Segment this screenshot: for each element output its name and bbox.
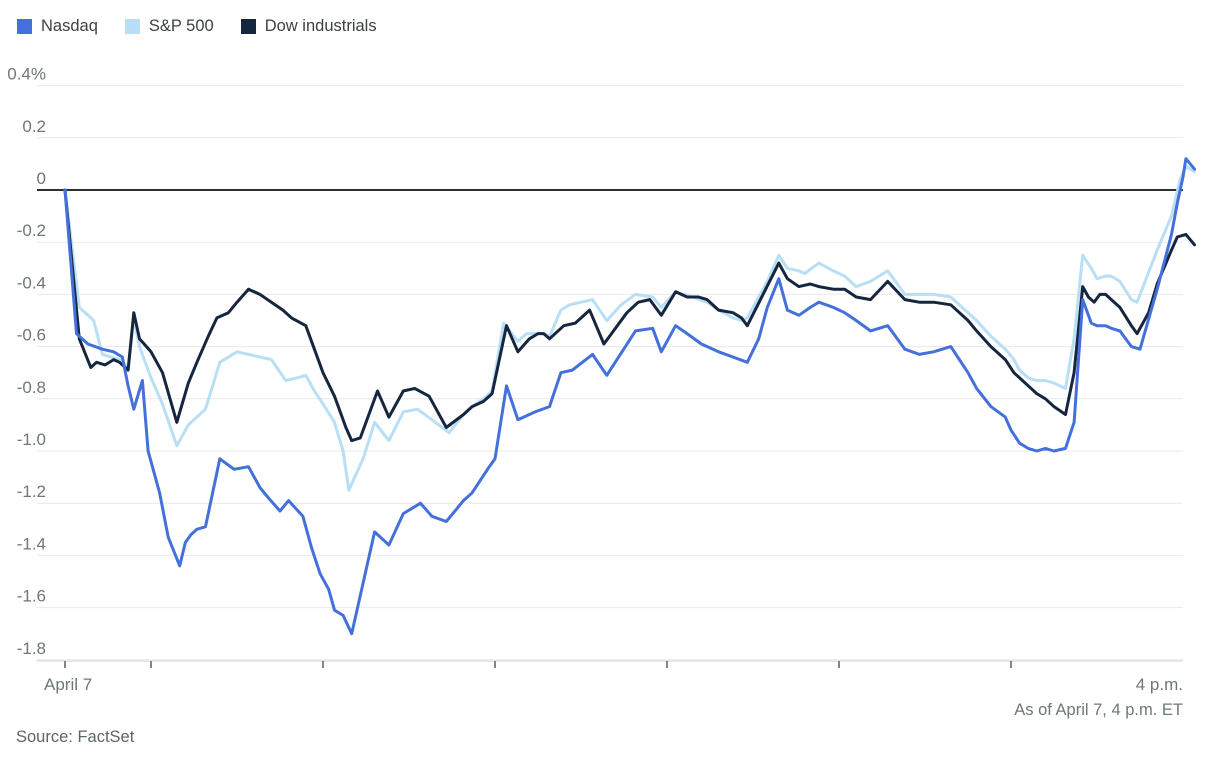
y-axis-label: 0.2 (22, 117, 46, 136)
legend-item-sp500: S&P 500 (124, 17, 214, 36)
y-axis-label: -0.6 (17, 326, 46, 345)
y-axis-label: 0.4% (7, 65, 46, 84)
y-axis-label: -1.0 (17, 430, 46, 449)
legend-item-nasdaq: Nasdaq (17, 17, 98, 36)
x-axis-end-label: 4 p.m. (1135, 675, 1183, 694)
x-axis-start-label: April 7 (44, 675, 93, 694)
dow-swatch-icon (240, 19, 256, 34)
legend-label-nasdaq: Nasdaq (41, 17, 98, 35)
legend-label-dow: Dow industrials (264, 17, 377, 35)
nasdaq-swatch-icon (17, 19, 32, 34)
y-axis-label: -1.2 (17, 482, 46, 501)
y-axis-label: -1.4 (17, 534, 46, 553)
series-line-nasdaq (63, 157, 1196, 636)
y-axis-label: -1.6 (17, 587, 46, 606)
legend: Nasdaq S&P 500 Dow industrials (17, 17, 377, 36)
sp500-swatch-icon (124, 19, 140, 34)
legend-item-dow: Dow industrials (240, 17, 377, 36)
y-axis-label: -0.4 (17, 273, 46, 292)
legend-label-sp500: S&P 500 (148, 17, 214, 35)
y-axis-label: -1.8 (17, 639, 46, 658)
y-axis-label: 0 (37, 169, 46, 188)
series-line-dow-industrials (63, 188, 1196, 443)
as-of-note: As of April 7, 4 p.m. ET (1014, 701, 1183, 719)
y-axis-label: -0.2 (17, 221, 46, 240)
y-axis-label: -0.8 (17, 378, 46, 397)
source-note: Source: FactSet (16, 728, 135, 746)
series-line-s-p-500 (63, 165, 1196, 492)
